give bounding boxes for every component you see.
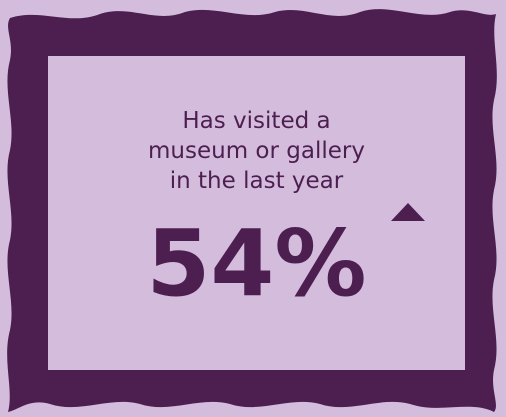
stat-label: Has visited a museum or gallery in the l…: [148, 108, 365, 194]
stat-value: 54%: [146, 210, 367, 317]
up-triangle-icon: [391, 203, 425, 221]
frame-inner-panel: Has visited a museum or gallery in the l…: [48, 56, 465, 370]
